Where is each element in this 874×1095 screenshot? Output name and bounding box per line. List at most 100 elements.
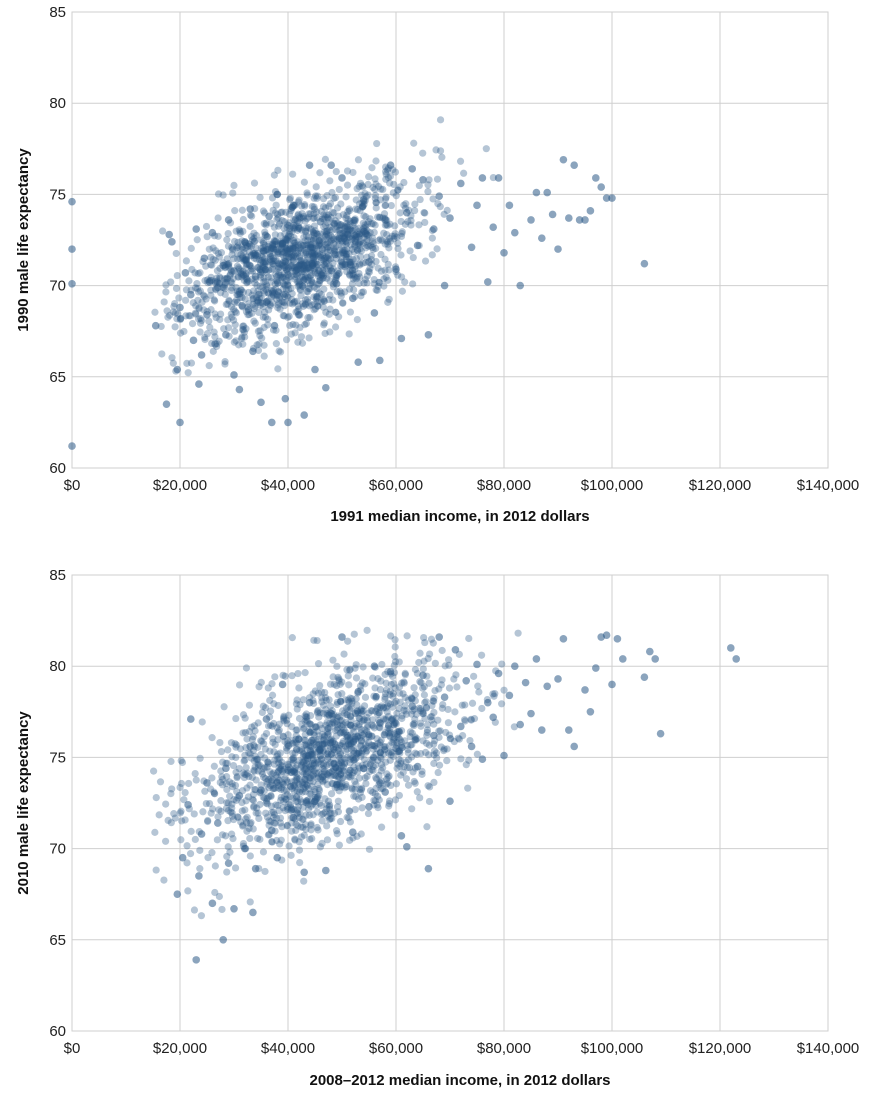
scatter-point [250,766,258,774]
scatter-point [246,240,254,248]
scatter-point [358,230,366,238]
scatter-point [295,757,303,765]
scatter-point [385,266,393,274]
scatter-point [176,329,185,337]
scatter-point [244,306,253,315]
scatter-point [266,768,274,776]
scatter-point [280,715,288,723]
scatter-point [362,760,370,768]
scatter-point [352,695,360,703]
scatter-point [336,750,345,759]
scatter-point [207,273,215,281]
scatter-point [351,767,359,775]
scatter-point [395,747,403,756]
scatter-point [391,636,399,644]
scatter-point [374,182,383,191]
scatter-point [408,702,417,711]
scatter-point [360,200,368,209]
scatter-point [252,244,260,252]
scatter-point [322,258,330,266]
scatter-point [413,762,422,771]
scatter-point [379,704,387,712]
scatter-point [309,756,318,764]
scatter-point [224,817,232,825]
scatter-point [336,729,344,737]
y-tick-label: 60 [49,1023,66,1040]
scatter-point [291,216,299,225]
scatter-point [323,728,332,736]
scatter-point [314,660,323,668]
scatter-point [349,294,357,303]
scatter-point [296,286,305,294]
scatter-point [394,748,402,756]
scatter-point [260,254,269,263]
scatter-point [260,765,268,773]
scatter-point [365,731,373,739]
scatter-point [306,728,314,736]
scatter-point [348,235,356,244]
scatter-point [352,233,360,241]
scatter-point [351,215,359,223]
scatter-point [384,699,392,707]
scatter-point [338,717,346,725]
scatter-point [376,748,384,756]
scatter-point [290,234,298,242]
scatter-point [403,741,411,750]
scatter-point [281,248,289,256]
scatter-point [381,728,390,737]
scatter-point [278,243,286,251]
scatter-point [319,709,327,718]
scatter-point [324,232,333,240]
scatter-point [317,298,325,306]
scatter-point [370,742,378,750]
scatter-point [326,238,334,247]
scatter-point [209,255,217,264]
scatter-point [330,739,339,748]
scatter-point [311,226,319,235]
scatter-point [309,253,317,261]
scatter-point [361,774,369,782]
scatter-point [346,713,355,721]
scatter-point [310,761,318,769]
scatter-point [250,179,259,187]
scatter-point [234,242,242,250]
scatter-point [239,254,247,262]
scatter-point [411,697,419,705]
scatter-point [337,289,345,297]
scatter-point [297,257,305,265]
scatter-point [231,207,239,215]
scatter-point [236,267,245,275]
scatter-point [368,164,376,172]
scatter-point [340,760,349,768]
scatter-point [292,820,300,828]
scatter-point [354,732,362,740]
scatter-point [377,250,385,259]
scatter-point [284,778,292,786]
scatter-point [185,277,193,285]
scatter-point [272,779,281,787]
scatter-point [310,214,318,222]
scatter-point [261,794,269,802]
scatter-point [221,281,229,289]
scatter-point [347,734,355,742]
scatter-point [293,806,302,814]
scatter-point [351,785,359,793]
scatter-point [315,276,324,285]
scatter-point [310,244,318,253]
scatter-point [267,721,275,729]
scatter-point [461,716,469,724]
scatter-point [335,676,343,685]
scatter-point [262,266,270,274]
scatter-point [342,711,351,719]
scatter-point [393,739,401,747]
scatter-point [354,239,362,248]
scatter-point [228,279,236,287]
scatter-point [368,732,376,740]
scatter-point [216,778,224,787]
scatter-point [184,779,193,788]
scatter-point [422,698,430,706]
scatter-point [314,706,322,715]
scatter-point [381,670,389,679]
scatter-point [323,755,332,763]
scatter-point [407,212,415,220]
